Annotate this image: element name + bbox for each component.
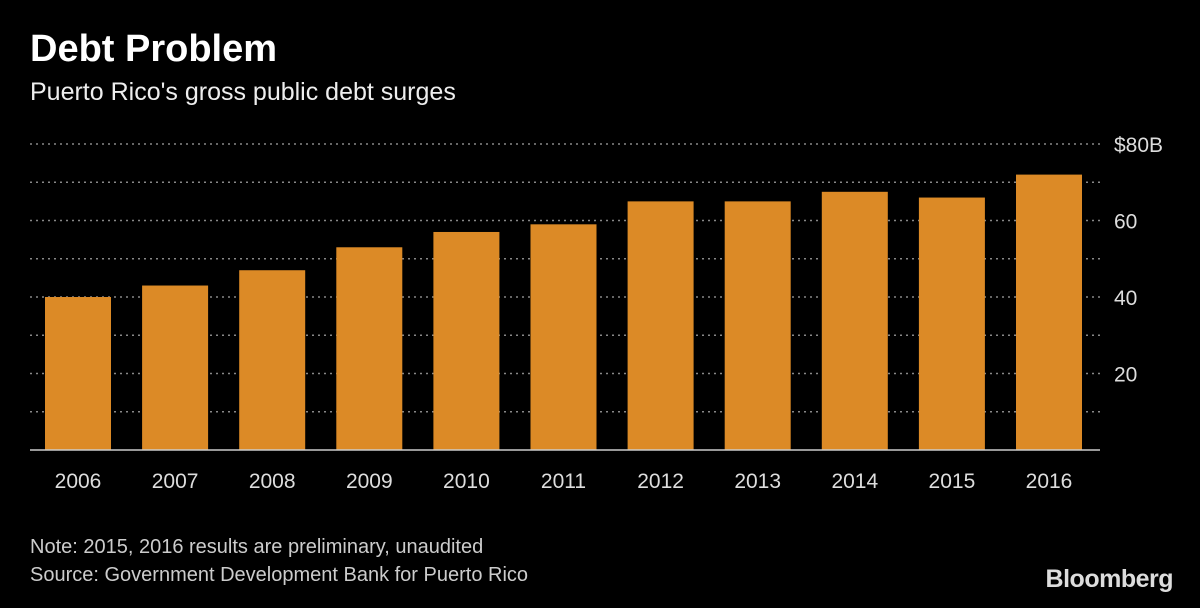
bar-2006 [45,297,111,450]
chart-title: Debt Problem [30,28,278,70]
bloomberg-logo: Bloomberg [1045,565,1174,593]
chart-subtitle: Puerto Rico's gross public debt surges [30,78,456,106]
x-tick-label: 2012 [637,470,684,493]
bar-2015 [918,197,985,450]
y-tick-label: 20 [1114,364,1137,387]
source-note: Source: Government Development Bank for … [30,564,529,586]
x-tick-label: 2008 [249,470,296,493]
footnote: Note: 2015, 2016 results are preliminary… [30,536,484,558]
bar-2009 [336,247,403,450]
x-tick-label: 2006 [55,470,102,493]
bar-2013 [724,201,791,450]
x-tick-label: 2013 [734,470,781,493]
bar-2010 [433,231,500,450]
x-tick-label: 2015 [929,470,976,493]
bar-2007 [142,285,209,450]
y-tick-label: $80B [1114,134,1163,157]
bar-2016 [1016,174,1082,450]
bar-2014 [821,191,888,450]
y-tick-label: 60 [1114,211,1137,234]
x-tick-label: 2010 [443,470,490,493]
x-tick-label: 2014 [831,470,878,493]
x-tick-label: 2009 [346,470,393,493]
y-tick-label: 40 [1114,287,1137,310]
bar-2012 [627,201,694,450]
x-tick-label: 2011 [541,470,586,493]
bar-2008 [239,270,306,450]
bar-2011 [530,224,597,450]
x-tick-label: 2016 [1026,470,1073,493]
x-tick-label: 2007 [152,470,199,493]
